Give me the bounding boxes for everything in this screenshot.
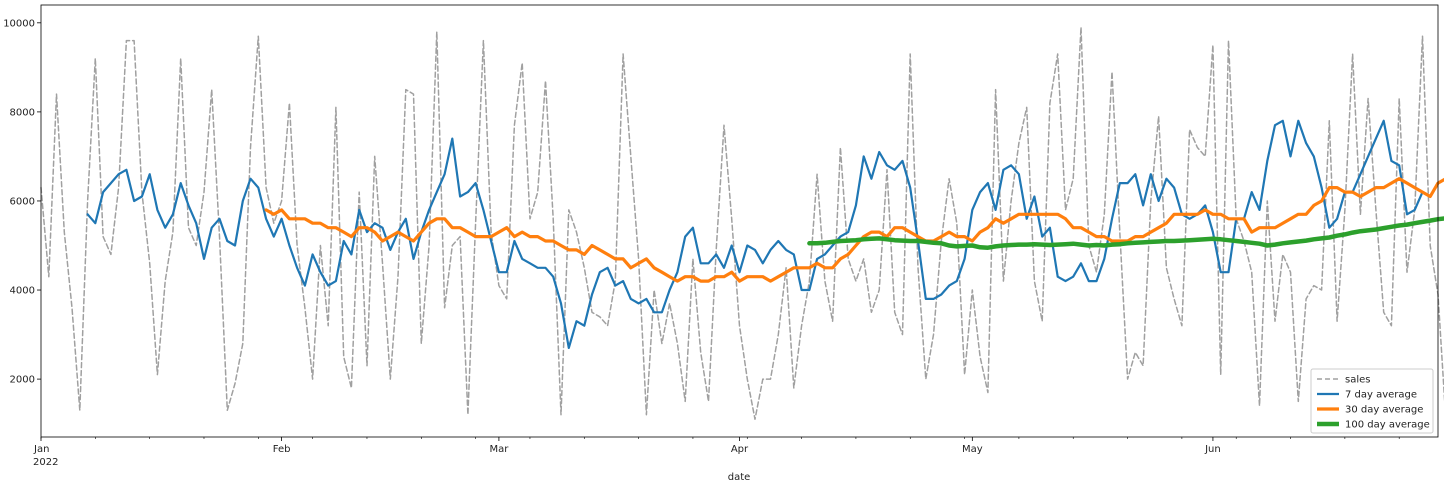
x-tick-label: Mar — [489, 444, 509, 455]
legend-box — [1310, 368, 1434, 434]
x-tick-label: May — [962, 444, 983, 455]
legend-label: sales — [1345, 375, 1370, 386]
y-tick-label: 4000 — [10, 286, 35, 297]
series-line-30-day-average — [264, 177, 1444, 283]
x-tick-label: Jun — [1204, 444, 1221, 455]
x-tick-sublabel: 2022 — [33, 457, 58, 468]
ticks-layer: 2000 4000 6000 8000 10000 Jan 2022 Feb Mar Apr May… — [3, 18, 1400, 468]
y-tick-label: 10000 — [3, 18, 35, 29]
x-tick-label: Feb — [273, 444, 291, 455]
y-tick-label: 2000 — [10, 375, 35, 386]
x-axis-title: date — [728, 472, 751, 483]
x-tick-label: Jan — [33, 444, 49, 455]
legend-label: 100 day average — [1345, 420, 1430, 431]
legend-label: 30 day average — [1345, 405, 1423, 416]
y-tick-label: 8000 — [10, 107, 35, 118]
x-tick-label: Apr — [731, 444, 749, 455]
legend: sales 7 day average 30 day average 100 day … — [1310, 368, 1434, 434]
legend-label: 7 day average — [1345, 390, 1417, 401]
series-layer — [40, 26, 1444, 420]
y-tick-label: 6000 — [10, 196, 35, 207]
series-line-100-day-average — [807, 216, 1444, 250]
